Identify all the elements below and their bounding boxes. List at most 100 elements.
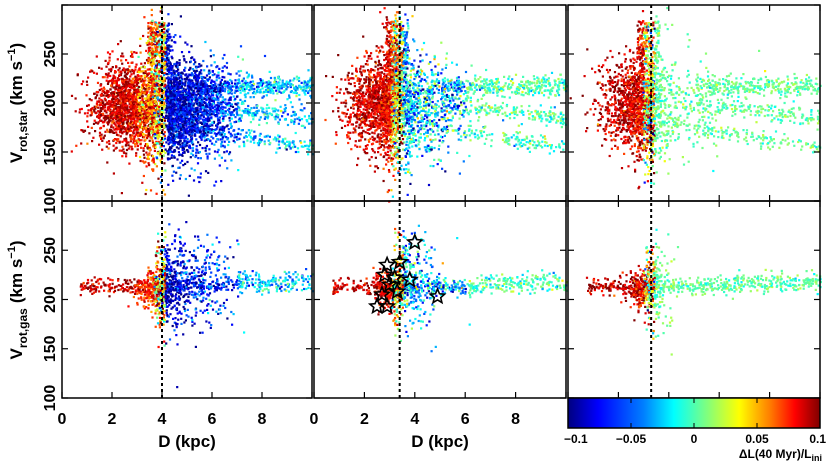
scatter-point (279, 105, 282, 108)
scatter-point (167, 81, 170, 84)
scatter-point (209, 113, 212, 117)
scatter-point (170, 156, 173, 159)
scatter-point (107, 130, 110, 133)
scatter-point (174, 62, 177, 65)
scatter-point (143, 110, 146, 113)
scatter-point (181, 133, 184, 136)
scatter-point (115, 117, 118, 120)
scatter-point (117, 138, 120, 141)
scatter-point (228, 116, 231, 120)
scatter-point (223, 133, 226, 136)
scatter-point (168, 98, 171, 101)
scatter-point (273, 84, 276, 87)
scatter-point (147, 35, 150, 38)
scatter-point (202, 83, 205, 86)
scatter-point (148, 129, 151, 132)
scatter-point (223, 140, 226, 143)
scatter-point (78, 108, 82, 111)
scatter-point (186, 122, 189, 126)
scatter-point (212, 94, 215, 97)
scatter-point (173, 80, 176, 83)
scatter-point (204, 89, 207, 92)
scatter-point (187, 92, 190, 95)
scatter-point (234, 89, 237, 92)
scatter-point (196, 106, 199, 109)
scatter-point (307, 90, 310, 93)
scatter-point (145, 59, 149, 62)
scatter-point (137, 105, 140, 108)
scatter-point (215, 133, 218, 136)
scatter-point (198, 143, 202, 147)
scatter-point (145, 106, 148, 109)
scatter-point (284, 110, 287, 113)
scatter-point (306, 120, 309, 123)
scatter-point (207, 131, 210, 134)
scatter-point (229, 103, 232, 106)
scatter-point (112, 77, 115, 80)
scatter-point (111, 111, 114, 115)
scatter-point (143, 161, 146, 164)
scatter-point (247, 85, 250, 88)
scatter-point (240, 116, 243, 119)
scatter-point (181, 111, 184, 114)
scatter-point (184, 90, 187, 93)
scatter-point (157, 119, 160, 123)
scatter-point (149, 50, 153, 53)
scatter-point (167, 117, 170, 120)
scatter-point (192, 179, 196, 182)
scatter-point (112, 172, 115, 175)
scatter-point (275, 89, 278, 92)
scatter-point (204, 149, 207, 152)
scatter-point (208, 119, 211, 122)
scatter-point (202, 76, 205, 79)
scatter-point (172, 127, 175, 130)
scatter-point (175, 135, 178, 138)
scatter-point (177, 113, 181, 116)
scatter-point (265, 135, 268, 138)
scatter-point (126, 72, 129, 75)
scatter-point (107, 72, 110, 75)
scatter-point (187, 118, 190, 121)
scatter-point (131, 53, 134, 56)
scatter-point (169, 126, 172, 129)
scatter-point (190, 108, 193, 111)
scatter-point (179, 35, 182, 38)
scatter-point (149, 106, 152, 109)
scatter-point (169, 133, 172, 136)
scatter-point (291, 120, 294, 123)
scatter-point (222, 127, 226, 130)
scatter-point (180, 119, 183, 122)
scatter-point (213, 157, 216, 160)
scatter-point (150, 77, 153, 80)
scatter-point (195, 117, 198, 120)
scatter-point (124, 96, 128, 99)
scatter-point (95, 90, 99, 94)
scatter-point (276, 76, 280, 79)
scatter-point (162, 115, 165, 118)
scatter-point (249, 96, 252, 99)
scatter-point (130, 50, 133, 53)
scatter-point (296, 117, 299, 120)
scatter-point (113, 82, 116, 85)
scatter-point (177, 74, 180, 77)
scatter-point (82, 130, 85, 133)
scatter-point (159, 126, 162, 129)
scatter-point (218, 67, 221, 70)
scatter-point (130, 118, 133, 121)
scatter-point (302, 89, 305, 92)
scatter-point (168, 122, 171, 126)
scatter-point (170, 154, 173, 157)
scatter-point (99, 135, 102, 139)
scatter-point (92, 122, 96, 125)
scatter-point (112, 126, 115, 129)
scatter-point (129, 134, 132, 137)
scatter-point (176, 130, 179, 133)
scatter-point (215, 124, 218, 127)
scatter-point (126, 89, 129, 92)
scatter-point (184, 131, 187, 134)
scatter-point (117, 134, 120, 137)
scatter-point (209, 110, 212, 113)
scatter-point (239, 113, 242, 116)
scatter-point (150, 44, 153, 47)
scatter-point (175, 115, 179, 118)
